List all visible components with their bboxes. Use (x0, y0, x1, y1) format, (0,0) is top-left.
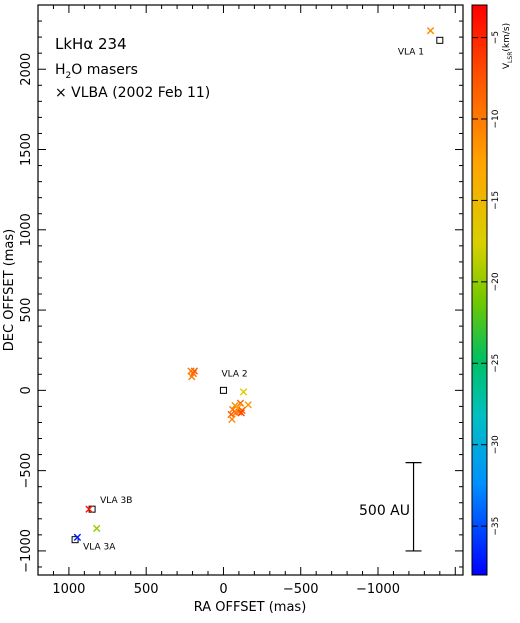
y-tick-label: 2000 (19, 53, 34, 86)
scale-bar-label: 500 AU (359, 503, 410, 519)
source-marker (71, 536, 79, 544)
colorbar-tick-label: −10 (491, 109, 501, 128)
x-tick-label: −1000 (356, 582, 400, 597)
y-ticks: −1000 −500 0 500 1000 1500 2000 (19, 4, 463, 573)
x-tick-label: 1000 (52, 582, 85, 597)
x-axis-label: RA OFFSET (mas) (194, 600, 307, 615)
maser-point (237, 409, 245, 417)
x-tick-label: −500 (283, 582, 319, 597)
y-tick-label: 1500 (19, 133, 34, 166)
colorbar-tick-label: −20 (491, 272, 501, 291)
y-tick-label: 1000 (19, 213, 34, 246)
x-tick-label: 500 (134, 582, 159, 597)
colorbar-tick-label: −25 (491, 354, 501, 373)
source-markers: VLA 1 VLA 2 VLA 3B VLA 3A (71, 36, 444, 553)
source-marker (88, 505, 96, 513)
maser-point (239, 388, 248, 396)
chart-subtitle: H2O masers (55, 62, 138, 81)
y-tick-label: −500 (19, 453, 34, 489)
source-label: VLA 1 (398, 47, 424, 57)
maser-point (236, 399, 245, 407)
colorbar-label: VLSR(km/s) (502, 23, 514, 69)
maser-points (73, 26, 435, 541)
source-marker (219, 386, 227, 394)
y-tick-label: −1000 (19, 529, 34, 573)
x-tick-label: 0 (219, 582, 227, 597)
maser-point (228, 415, 236, 423)
maser-point (85, 505, 93, 513)
source-label: VLA 2 (221, 369, 247, 379)
maser-point (426, 26, 435, 35)
y-tick-label: 500 (19, 298, 34, 323)
chart-title: LkHα 234 (55, 35, 127, 53)
scale-bar (405, 462, 422, 552)
colorbar-tick-label: −35 (491, 517, 501, 536)
source-label: VLA 3A (83, 543, 116, 553)
maser-point (93, 524, 101, 533)
y-axis-label: DEC OFFSET (mas) (2, 229, 17, 351)
legend-entry: × VLBA (2002 Feb 11) (55, 85, 210, 101)
colorbar-tick-label: −30 (491, 435, 501, 454)
colorbar-tick-label: −5 (491, 31, 501, 44)
source-marker (436, 36, 444, 44)
y-tick-label: 0 (19, 386, 34, 394)
x-ticks: 1000 500 0 −500 −1000 (37, 5, 456, 597)
colorbar-ticks: −5 −10 −15 −20 −25 −30 −35 (472, 31, 501, 536)
maser-point (73, 533, 82, 541)
maser-point (235, 408, 243, 416)
plot-frame (37, 4, 464, 576)
colorbar (471, 4, 488, 576)
maser-point (244, 401, 252, 409)
colorbar-tick-label: −15 (491, 191, 501, 210)
maser-point (188, 373, 196, 381)
source-label: VLA 3B (100, 496, 132, 506)
maser-point (190, 367, 199, 375)
